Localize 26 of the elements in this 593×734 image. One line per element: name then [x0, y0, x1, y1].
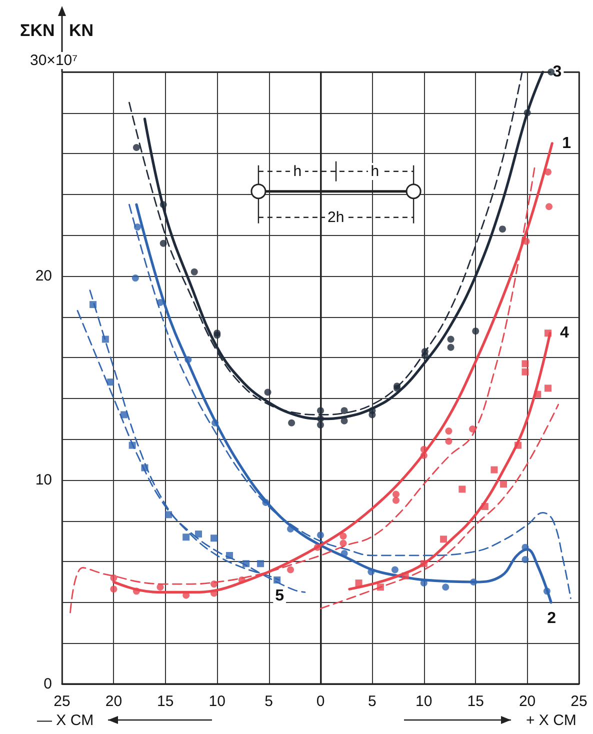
x-tick-label: 20	[518, 693, 536, 710]
x-tick-label: 15	[157, 693, 174, 710]
x-tick-label: 15	[467, 693, 484, 710]
series-label: 3	[552, 64, 562, 80]
annotation: h	[290, 162, 305, 180]
text: — X CM	[34, 712, 97, 728]
annotation: 2h	[324, 208, 348, 226]
x-tick-label: 25	[54, 693, 70, 710]
x-tick-label: 0	[316, 693, 325, 710]
y-tick-label: 0	[44, 676, 52, 692]
series-label: 4	[560, 324, 570, 342]
x-tick-label: 10	[208, 693, 226, 710]
y-axis-title: ΣKN KN	[19, 20, 95, 40]
x-tick-label: 10	[416, 693, 432, 710]
series-label: 5	[275, 587, 284, 604]
text: 30×10⁷	[27, 52, 81, 68]
y-tick-label: 10	[35, 472, 52, 488]
y-tick-label: 20	[35, 268, 52, 284]
series-label: 1	[562, 134, 572, 152]
x-tick-label: 5	[368, 693, 376, 710]
annotation: h	[368, 162, 382, 180]
x-axis-title: + X CM	[523, 712, 580, 728]
x-tick-label: 25	[570, 693, 588, 710]
x-tick-label: 20	[105, 693, 122, 710]
x-tick-label: 5	[264, 693, 273, 710]
series-label: 2	[547, 610, 556, 627]
